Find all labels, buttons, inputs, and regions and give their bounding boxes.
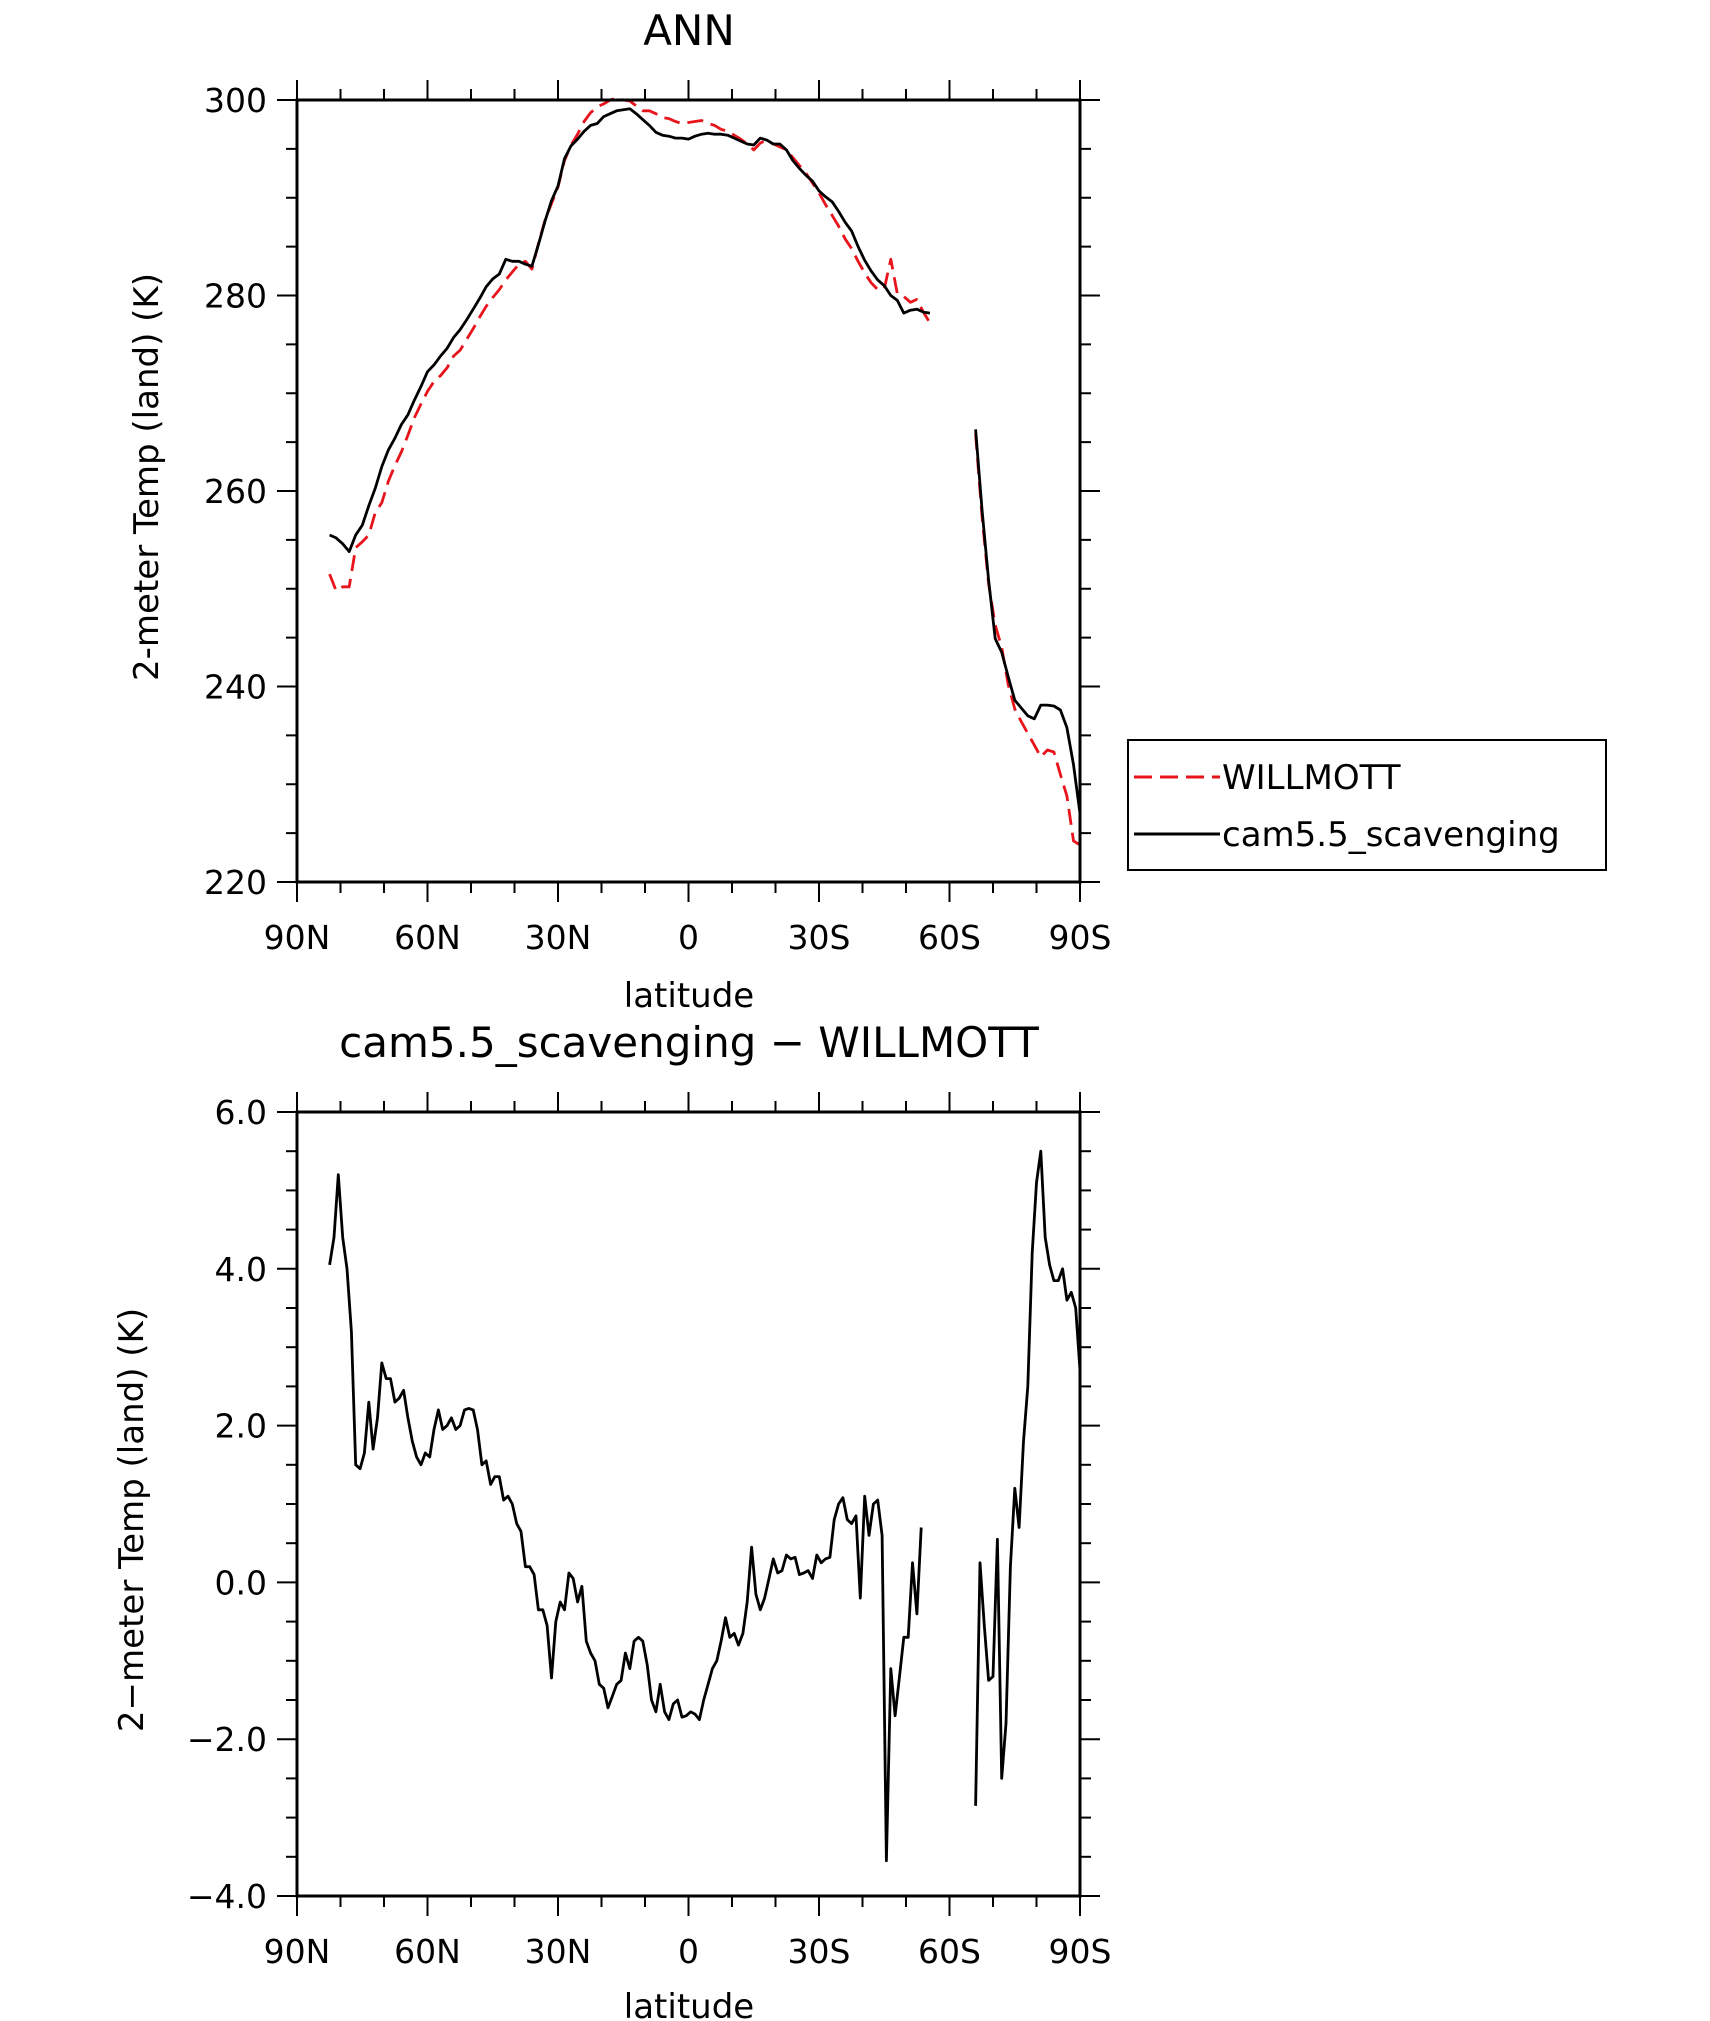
y-tick-label: 260: [204, 472, 267, 511]
difference-line-segment: [328, 1173, 923, 1863]
y-tick-label: 4.0: [215, 1250, 267, 1289]
y-tick-label: 280: [204, 277, 267, 316]
x-tick-label: 90S: [1049, 918, 1112, 957]
x-tick-label: 60S: [918, 918, 981, 957]
axis-ticks: 90N 60N 30N 0 30S 60S 90S 220 240 260 280 300: [204, 80, 1111, 957]
x-tick-label: 30N: [525, 918, 592, 957]
x-tick-label: 30S: [788, 918, 851, 957]
temperature-panel: ANN 2-meter Temp (land) (K) latitude 90N…: [127, 6, 1607, 1016]
axis-ticks: 90N 60N 30N 0 30S 60S 90S −4.0 −2.0 0.0 2.0 4.0 6.0: [187, 1092, 1112, 1971]
legend-label-willmott: WILLMOTT: [1222, 758, 1401, 798]
x-tick-label: 60N: [394, 918, 461, 957]
x-tick-label: 0: [678, 1932, 699, 1971]
x-tick-label: 90N: [264, 1932, 331, 1971]
y-tick-label: 300: [204, 81, 267, 120]
legend-label-cam: cam5.5_scavenging: [1222, 815, 1560, 855]
plot-frame: [295, 1110, 1082, 1898]
willmott-line-segment: [328, 96, 932, 593]
y-tick-label: 220: [204, 863, 267, 902]
legend-box: [1127, 739, 1607, 871]
x-tick-label: 30S: [788, 1932, 851, 1971]
series-layer: [328, 96, 1082, 847]
y-tick-label: 240: [204, 668, 267, 707]
x-tick-label: 60S: [918, 1932, 981, 1971]
cam-line-segment: [974, 429, 1082, 814]
x-tick-label: 30N: [525, 1932, 592, 1971]
difference-panel: cam5.5_scavenging − WILLMOTT 2−meter Tem…: [112, 1018, 1111, 2021]
willmott-line-segment: [974, 434, 1081, 847]
y-tick-label: 2.0: [215, 1407, 267, 1446]
y-tick-label: −2.0: [187, 1720, 267, 1759]
series-layer: [328, 1149, 1082, 1863]
cam-line-segment: [329, 107, 931, 553]
y-tick-label: 6.0: [215, 1093, 267, 1132]
x-axis-label: latitude: [624, 976, 754, 1016]
difference-line-segment: [974, 1149, 1082, 1806]
y-tick-label: −4.0: [187, 1877, 267, 1916]
x-tick-label: 60N: [394, 1932, 461, 1971]
panel-title: cam5.5_scavenging − WILLMOTT: [339, 1018, 1039, 1067]
y-axis-label: 2−meter Temp (land) (K): [112, 1308, 152, 1732]
legend: WILLMOTT cam5.5_scavenging: [1127, 739, 1607, 871]
x-tick-label: 0: [678, 918, 699, 957]
y-axis-label: 2-meter Temp (land) (K): [127, 273, 167, 681]
plot-frame: [295, 98, 1082, 884]
panel-title: ANN: [643, 6, 735, 55]
x-axis-label: latitude: [624, 1987, 754, 2021]
x-tick-label: 90N: [264, 918, 331, 957]
x-tick-label: 90S: [1049, 1932, 1112, 1971]
y-tick-label: 0.0: [215, 1563, 267, 1602]
